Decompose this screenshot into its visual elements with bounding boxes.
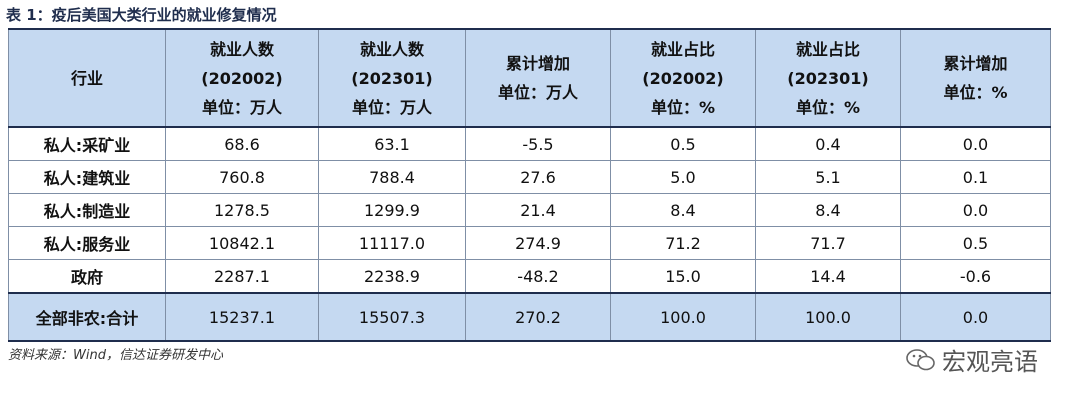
cell: 0.5 [610, 127, 756, 161]
header-line: 单位：% [943, 83, 1008, 102]
header-line: 累计增加 [505, 54, 570, 73]
cell: 15.0 [610, 259, 756, 294]
cell: 0.0 [900, 193, 1051, 227]
cell: 0.5 [900, 226, 1051, 260]
row-label: 全部非农:合计 [8, 292, 166, 342]
watermark: 宏观亮语 [906, 342, 1038, 377]
cell: 11117.0 [318, 226, 466, 260]
header-line: 单位：% [650, 97, 716, 117]
table-title: 表 1：疫后美国大类行业的就业修复情况 [6, 6, 277, 24]
row-label: 政府 [8, 259, 166, 294]
wechat-icon [906, 348, 935, 370]
cell: 68.6 [165, 127, 319, 161]
data-table: 行业 就业人数 (202002) 单位：万人 就业人数 (202301) 单位：万人 累计增加… [8, 28, 1051, 342]
data-row: 私人:采矿业 68.6 63.1 -5.5 0.5 0.4 0.0 [8, 127, 1051, 161]
header-cell: 累计增加单位：万人 [465, 28, 611, 128]
header-line: 就业人数 [209, 39, 274, 59]
header-line: 单位：万人 [351, 97, 432, 117]
cell: 100.0 [755, 292, 901, 342]
row-label: 私人:采矿业 [8, 127, 166, 161]
cell: 760.8 [165, 160, 319, 194]
cell: 0.1 [900, 160, 1051, 194]
cell: 100.0 [610, 292, 756, 342]
cell: 1278.5 [165, 193, 319, 227]
total-row: 全部非农:合计 15237.1 15507.3 270.2 100.0 100.0 0.0 [8, 292, 1051, 342]
cell: 15237.1 [165, 292, 319, 342]
header-line: 单位：% [795, 97, 861, 117]
data-row: 私人:服务业 10842.1 11117.0 274.9 71.2 71.7 0.5 [8, 226, 1051, 260]
header-row: 行业 就业人数 (202002) 单位：万人 就业人数 (202301) 单位：万人 累计增加… [8, 28, 1051, 128]
cell: 0.4 [755, 127, 901, 161]
header-line: (202301) [351, 68, 433, 88]
cell: 0.0 [900, 292, 1051, 342]
header-cell: 就业占比 (202301) 单位：% [755, 28, 901, 128]
cell: 270.2 [465, 292, 611, 342]
header-cell: 就业占比 (202002) 单位：% [610, 28, 756, 128]
cell: 71.2 [610, 226, 756, 260]
header-line: 就业占比 [795, 39, 860, 59]
cell: 8.4 [755, 193, 901, 227]
cell: 8.4 [610, 193, 756, 227]
cell: 5.1 [755, 160, 901, 194]
cell: 0.0 [900, 127, 1051, 161]
header-line: 就业人数 [359, 39, 424, 59]
cell: 15507.3 [318, 292, 466, 342]
header-cell: 就业人数 (202002) 单位：万人 [165, 28, 319, 128]
cell: 71.7 [755, 226, 901, 260]
header-line: 单位：万人 [497, 83, 578, 102]
data-row: 政府 2287.1 2238.9 -48.2 15.0 14.4 -0.6 [8, 259, 1051, 294]
row-label: 私人:服务业 [8, 226, 166, 260]
row-label: 私人:建筑业 [8, 160, 166, 194]
cell: 2287.1 [165, 259, 319, 294]
cell: 21.4 [465, 193, 611, 227]
cell: -48.2 [465, 259, 611, 294]
table-body: 私人:采矿业 68.6 63.1 -5.5 0.5 0.4 0.0 私人:建筑业 760.8 78… [8, 127, 1051, 342]
header-line: 就业占比 [650, 39, 715, 59]
header-cell: 行业 [8, 28, 166, 128]
header-line: (202002) [201, 68, 283, 88]
cell: 14.4 [755, 259, 901, 294]
cell: 10842.1 [165, 226, 319, 260]
header-line: (202301) [787, 68, 869, 88]
cell: 27.6 [465, 160, 611, 194]
cell: 2238.9 [318, 259, 466, 294]
header-cell: 累计增加单位：% [900, 28, 1051, 128]
header-cell: 就业人数 (202301) 单位：万人 [318, 28, 466, 128]
data-row: 私人:制造业 1278.5 1299.9 21.4 8.4 8.4 0.0 [8, 193, 1051, 227]
cell: 274.9 [465, 226, 611, 260]
cell: 63.1 [318, 127, 466, 161]
header-line: 单位：万人 [201, 97, 282, 117]
row-label: 私人:制造业 [8, 193, 166, 227]
cell: 788.4 [318, 160, 466, 194]
data-row: 私人:建筑业 760.8 788.4 27.6 5.0 5.1 0.1 [8, 160, 1051, 194]
source-note: 资料来源：Wind，信达证券研发中心 [8, 348, 223, 363]
cell: -5.5 [465, 127, 611, 161]
cell: 5.0 [610, 160, 756, 194]
header-line: 行业 [70, 68, 103, 88]
cell: -0.6 [900, 259, 1051, 294]
header-line: 累计增加 [943, 54, 1008, 73]
watermark-text: 宏观亮语 [942, 348, 1038, 376]
cell: 1299.9 [318, 193, 466, 227]
header-line: (202002) [642, 68, 724, 88]
